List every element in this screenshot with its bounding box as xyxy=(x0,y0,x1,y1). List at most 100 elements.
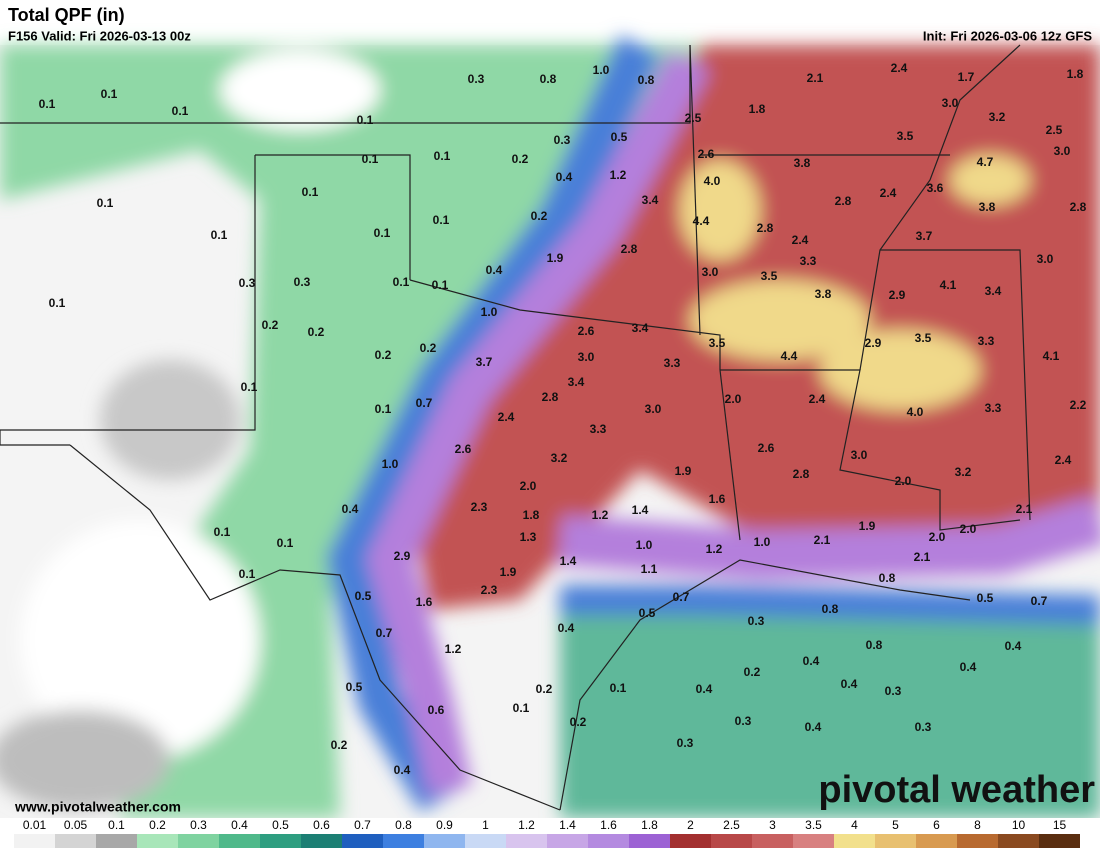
map-value-label: 0.8 xyxy=(540,72,557,86)
map-value-label: 2.0 xyxy=(895,474,912,488)
map-value-label: 1.7 xyxy=(958,70,975,84)
colorbar-swatch xyxy=(588,834,629,848)
map-value-label: 0.1 xyxy=(239,567,256,581)
colorbar-swatch xyxy=(998,834,1039,848)
colorbar-swatch xyxy=(506,834,547,848)
colorbar-swatch xyxy=(55,834,96,848)
colorbar-swatch xyxy=(260,834,301,848)
map-value-label: 3.0 xyxy=(1037,252,1054,266)
map-value-label: 1.1 xyxy=(641,562,658,576)
map-value-label: 3.0 xyxy=(702,265,719,279)
colorbar-swatch xyxy=(834,834,875,848)
map-value-label: 0.3 xyxy=(735,714,752,728)
colorbar-swatch xyxy=(465,834,506,848)
map-value-label: 0.4 xyxy=(558,621,575,635)
colorbar-label: 3 xyxy=(769,818,776,832)
map-value-label: 0.1 xyxy=(434,149,451,163)
colorbar-label: 1.2 xyxy=(518,818,535,832)
map-value-label: 0.3 xyxy=(885,684,902,698)
colorbar-swatch xyxy=(670,834,711,848)
colorbar-label: 10 xyxy=(1012,818,1026,832)
map-value-label: 2.8 xyxy=(835,194,852,208)
colorbar-swatch xyxy=(137,834,178,848)
map-value-label: 2.3 xyxy=(471,500,488,514)
map-value-label: 3.0 xyxy=(645,402,662,416)
map-value-label: 2.8 xyxy=(542,390,559,404)
map-value-label: 2.4 xyxy=(891,61,908,75)
map-value-label: 0.7 xyxy=(416,396,433,410)
map-value-label: 0.1 xyxy=(362,152,379,166)
map-value-label: 0.1 xyxy=(357,113,374,127)
map-value-label: 1.9 xyxy=(547,251,564,265)
colorbar-label: 1 xyxy=(482,818,489,832)
map-value-label: 0.1 xyxy=(211,228,228,242)
map-value-label: 0.8 xyxy=(866,638,883,652)
map-value-label: 0.3 xyxy=(468,72,485,86)
init-time: Init: Fri 2026-03-06 12z GFS xyxy=(923,28,1092,43)
colorbar-swatch xyxy=(342,834,383,848)
map-value-label: 1.6 xyxy=(709,492,726,506)
map-value-label: 0.5 xyxy=(346,680,363,694)
map-value-label: 0.7 xyxy=(376,626,393,640)
map-value-label: 0.4 xyxy=(342,502,359,516)
map-value-label: 3.0 xyxy=(578,350,595,364)
colorbar-swatch xyxy=(219,834,260,848)
map-value-label: 0.5 xyxy=(355,589,372,603)
colorbar-swatch xyxy=(875,834,916,848)
map-value-label: 3.5 xyxy=(915,331,932,345)
map-value-label: 4.1 xyxy=(1043,349,1060,363)
map-value-label: 1.0 xyxy=(754,535,771,549)
map-value-label: 3.8 xyxy=(815,287,832,301)
colorbar-swatch xyxy=(178,834,219,848)
map-value-label: 1.9 xyxy=(500,565,517,579)
colorbar-swatch xyxy=(383,834,424,848)
map-value-label: 2.6 xyxy=(455,442,472,456)
colorbar-label: 0.5 xyxy=(272,818,289,832)
colorbar-swatch xyxy=(916,834,957,848)
colorbar-swatch xyxy=(957,834,998,848)
map-value-label: 0.1 xyxy=(39,97,56,111)
map-value-label: 1.2 xyxy=(706,542,723,556)
colorbar-label: 6 xyxy=(933,818,940,832)
map-value-label: 3.7 xyxy=(476,355,493,369)
map-value-label: 3.3 xyxy=(978,334,995,348)
map-value-label: 1.0 xyxy=(593,63,610,77)
map-value-label: 0.1 xyxy=(375,402,392,416)
map-value-label: 0.4 xyxy=(486,263,503,277)
colorbar-swatch xyxy=(752,834,793,848)
map-value-label: 1.8 xyxy=(1067,67,1084,81)
map-value-label: 0.2 xyxy=(512,152,529,166)
colorbar: 0.01 0.05 0.1 0.2 0.3 0.4 0.5 0.6 0.7 0.8 0.9 1 1.2 1… xyxy=(14,818,1080,848)
map-value-label: 3.8 xyxy=(979,200,996,214)
map-value-label: 0.1 xyxy=(241,380,258,394)
colorbar-swatch xyxy=(547,834,588,848)
colorbar-label: 2 xyxy=(687,818,694,832)
map-value-label: 0.2 xyxy=(375,348,392,362)
map-value-label: 3.5 xyxy=(709,336,726,350)
map-value-label: 1.8 xyxy=(523,508,540,522)
map-value-label: 0.2 xyxy=(570,715,587,729)
colorbar-label: 5 xyxy=(892,818,899,832)
map-value-label: 2.9 xyxy=(889,288,906,302)
colorbar-swatch xyxy=(301,834,342,848)
map-value-label: 1.4 xyxy=(560,554,577,568)
map-value-label: 0.1 xyxy=(97,196,114,210)
map-background xyxy=(0,35,1100,818)
map-value-label: 2.4 xyxy=(809,392,826,406)
map-value-label: 3.6 xyxy=(927,181,944,195)
map-value-label: 0.8 xyxy=(879,571,896,585)
map-value-label: 0.2 xyxy=(744,665,761,679)
map-value-label: 4.7 xyxy=(977,155,994,169)
map-value-label: 3.8 xyxy=(794,156,811,170)
map-value-label: 4.4 xyxy=(781,349,798,363)
map-value-label: 0.4 xyxy=(805,720,822,734)
map-value-label: 4.4 xyxy=(693,214,710,228)
map-value-label: 2.4 xyxy=(792,233,809,247)
map-value-label: 0.3 xyxy=(915,720,932,734)
map-value-label: 1.0 xyxy=(636,538,653,552)
colorbar-label: 0.3 xyxy=(190,818,207,832)
map-value-label: 2.4 xyxy=(1055,453,1072,467)
map-value-label: 0.6 xyxy=(428,703,445,717)
map-value-label: 3.4 xyxy=(568,375,585,389)
map-value-label: 4.0 xyxy=(907,405,924,419)
